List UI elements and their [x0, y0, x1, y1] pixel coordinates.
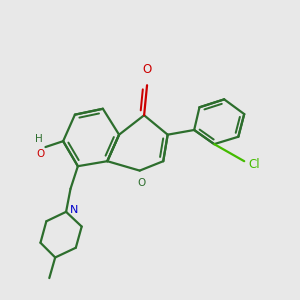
Text: O: O [137, 178, 145, 188]
Text: O: O [142, 63, 152, 76]
Text: O: O [36, 148, 44, 158]
Text: Cl: Cl [249, 158, 260, 171]
Text: H: H [35, 134, 43, 144]
Text: N: N [70, 206, 78, 215]
